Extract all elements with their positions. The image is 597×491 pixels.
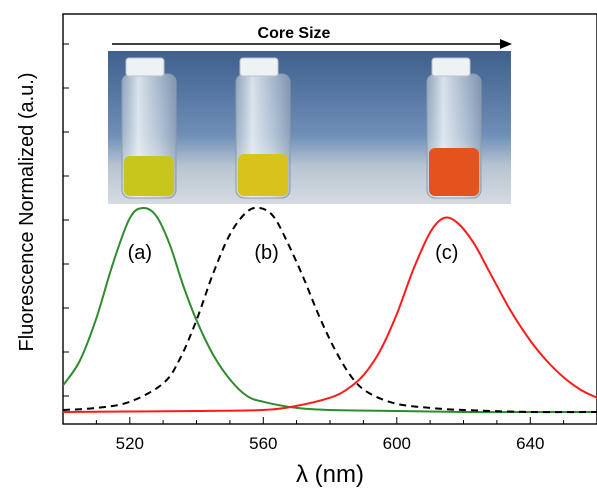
- vial-c: [426, 57, 482, 199]
- vial-liquid-3: [429, 148, 479, 196]
- core-size-arrow: [112, 39, 512, 49]
- core-size-label: Core Size: [258, 25, 331, 42]
- vial-b: [235, 57, 291, 199]
- y-axis-ticks: [63, 43, 69, 397]
- y-axis-label: Fluorescence Normalized (a.u.): [16, 73, 38, 352]
- vial-liquid-2: [238, 154, 288, 196]
- vial-liquid-1: [124, 156, 174, 196]
- series-line-2: [63, 206, 597, 414]
- x-tick-label-600: 600: [383, 434, 411, 453]
- x-tick-label-560: 560: [249, 434, 277, 453]
- x-axis-label: λ (nm): [296, 461, 364, 488]
- peak-label-3: (c): [435, 242, 458, 264]
- series-line-3: [63, 216, 597, 413]
- vials-photo-inset: [108, 51, 511, 204]
- x-tick-label-520: 520: [116, 434, 144, 453]
- peak-label-1: (a): [128, 242, 152, 264]
- x-tick-label-640: 640: [516, 434, 544, 453]
- peak-label-2: (b): [254, 242, 278, 264]
- series-line-1: [63, 206, 597, 414]
- vial-a: [121, 57, 177, 199]
